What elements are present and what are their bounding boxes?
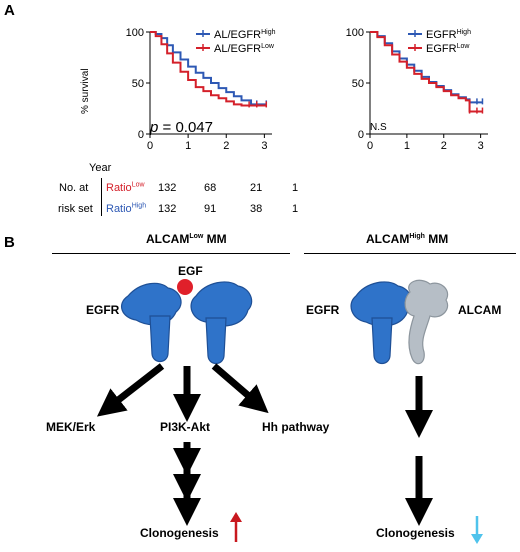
decrease-arrow-head bbox=[471, 534, 483, 544]
x-tick-label: 0 bbox=[147, 140, 153, 152]
alcam-high-header: ALCAMHigh MM bbox=[366, 232, 449, 246]
y-tick-label: 50 bbox=[132, 78, 144, 90]
x-tick-label: 1 bbox=[404, 140, 410, 152]
risk-count: 38 bbox=[250, 203, 263, 215]
alcam-molecule bbox=[404, 279, 449, 365]
risk-count: 1 bbox=[292, 203, 299, 215]
x-tick-label: 0 bbox=[367, 140, 373, 152]
y-tick-label: 0 bbox=[358, 129, 364, 141]
risk-count: 68 bbox=[204, 182, 217, 194]
p-value-annotation: p = 0.047 bbox=[150, 119, 213, 136]
legend-label: AL/EGFRHigh bbox=[214, 29, 276, 41]
survival-curve-low bbox=[370, 31, 483, 113]
year-label: Year bbox=[89, 162, 112, 174]
egfr-label-left: EGFR bbox=[86, 303, 120, 317]
clonogenesis-left: Clonogenesis bbox=[140, 526, 219, 540]
survival-curve-low bbox=[150, 31, 267, 107]
km-chart-al-egfr: 0 50 100 0 1 2 3 AL/EGFRHigh AL/EGFRLow bbox=[126, 27, 276, 152]
pi3k-akt-label: PI3K-Akt bbox=[160, 420, 211, 434]
row-label-high: RatioHigh bbox=[106, 202, 147, 215]
risk-table-bracket bbox=[101, 178, 102, 216]
alcam-label: ALCAM bbox=[458, 303, 502, 317]
increase-arrow-head bbox=[230, 512, 242, 522]
left-header-rule bbox=[52, 253, 290, 254]
egf-label: EGF bbox=[178, 264, 203, 278]
arrow-to-hh bbox=[211, 363, 269, 414]
y-tick-label: 50 bbox=[352, 78, 364, 90]
panel-letter-a: A bbox=[4, 2, 15, 19]
ns-annotation: N.S bbox=[370, 122, 387, 133]
risk-count: 1 bbox=[292, 182, 299, 194]
risk-count: 132 bbox=[158, 203, 177, 215]
right-header-rule bbox=[304, 253, 516, 254]
mek-erk-label: MEK/Erk bbox=[46, 420, 96, 434]
y-tick-label: 100 bbox=[126, 27, 144, 39]
x-tick-label: 2 bbox=[441, 140, 447, 152]
risk-count: 91 bbox=[204, 203, 217, 215]
x-tick-label: 2 bbox=[223, 140, 229, 152]
x-tick-label: 1 bbox=[185, 140, 191, 152]
p-symbol: p bbox=[150, 119, 159, 136]
row-label-low: RatioLow bbox=[106, 181, 145, 194]
risk-count: 132 bbox=[158, 182, 177, 194]
legend-label: AL/EGFRLow bbox=[214, 43, 275, 55]
survival-curve-high bbox=[370, 31, 483, 104]
x-tick-label: 3 bbox=[478, 140, 484, 152]
arrow-to-mek bbox=[96, 363, 165, 417]
egfr-receptor-alcam-side bbox=[350, 281, 413, 365]
survival-curve-high bbox=[150, 31, 267, 106]
number-at-label: No. at bbox=[59, 182, 89, 194]
x-tick-label: 3 bbox=[261, 140, 267, 152]
egfr-receptor-right bbox=[190, 281, 253, 365]
y-tick-label: 100 bbox=[346, 27, 364, 39]
p-value: 0.047 bbox=[175, 119, 213, 136]
alcam-low-header: ALCAMLow MM bbox=[146, 232, 227, 246]
clonogenesis-right: Clonogenesis bbox=[376, 526, 455, 540]
y-tick-label: 0 bbox=[138, 129, 144, 141]
egfr-label-right: EGFR bbox=[306, 303, 340, 317]
panel-letter-b: B bbox=[4, 234, 15, 251]
risk-count: 21 bbox=[250, 182, 263, 194]
risk-set-label: risk set bbox=[58, 203, 93, 215]
egf-ligand bbox=[177, 279, 193, 295]
hh-pathway-label: Hh pathway bbox=[262, 420, 330, 434]
egfr-receptor-left bbox=[120, 282, 182, 363]
